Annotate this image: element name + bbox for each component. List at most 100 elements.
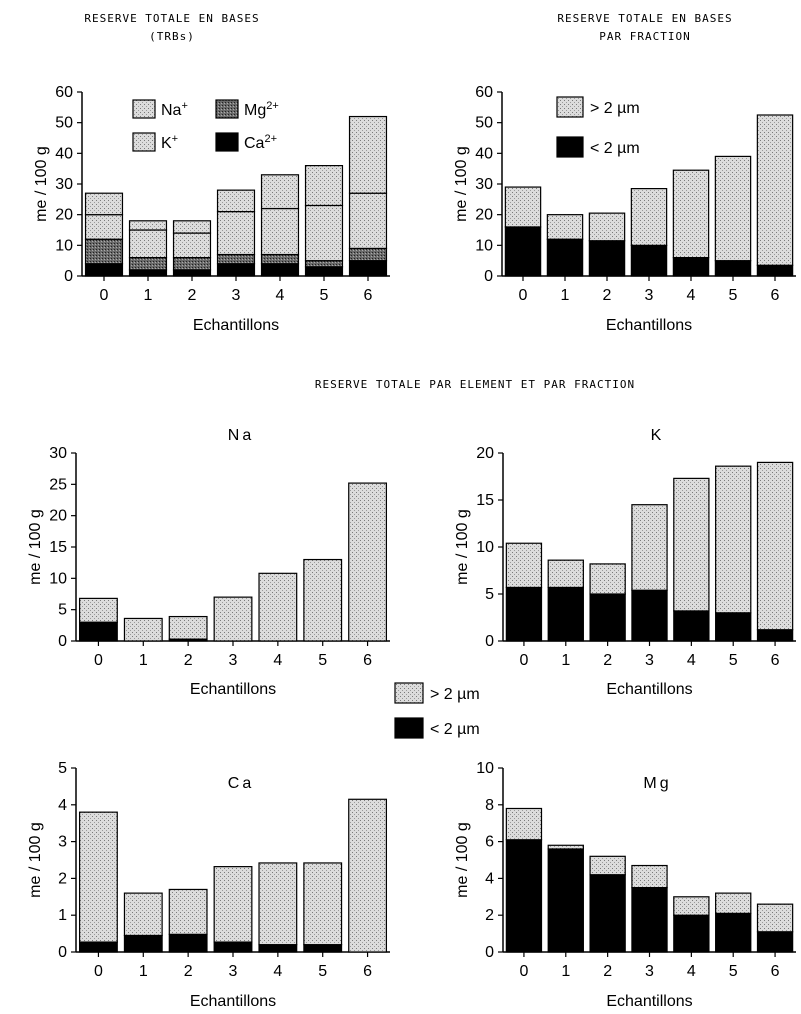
x-tick-label: 2 — [603, 963, 612, 980]
bar-na-2m-1 — [123, 617, 163, 642]
y-tick-label: 8 — [485, 797, 494, 814]
x-tick-label: 2 — [603, 287, 612, 304]
y-tick-label: 20 — [55, 207, 73, 224]
bar-trbs-na-1 — [128, 220, 168, 231]
y-tick-label: 10 — [49, 570, 67, 587]
y-tick-label: 5 — [58, 602, 67, 619]
bar-k-2m-5 — [715, 465, 752, 614]
bar-mg-2m-2 — [589, 874, 626, 953]
x-axis-label: Echantillons — [606, 681, 692, 698]
x-tick-label: 4 — [273, 963, 282, 980]
y-tick-label: 0 — [485, 944, 494, 961]
bar-na-2m-2 — [168, 615, 208, 640]
bar-ca-2m-2 — [168, 933, 208, 953]
bar-mg-2m-5 — [715, 912, 752, 953]
bar-k-2m-1 — [547, 559, 584, 589]
bar-trbs-mg-1 — [128, 257, 168, 271]
y-tick-label: 30 — [55, 176, 73, 193]
bar-k-2m-1 — [547, 586, 584, 642]
legend-label-k: K+ — [161, 133, 178, 152]
legend-label-fraction: > 2 µm — [590, 100, 640, 117]
chart-ca: 0 1 2 3 4 5 me / 100 g 0 1 2 3 4 5 6 Echantillons Ca — [27, 760, 390, 1010]
x-tick-label: 6 — [363, 963, 372, 980]
x-tick-label: 2 — [184, 963, 193, 980]
y-tick-label: 25 — [49, 476, 67, 493]
bar-trbs-mg-3 — [216, 253, 256, 265]
bar-trbs-ca-2 — [172, 269, 212, 277]
legend-label-superscript: 2+ — [266, 100, 279, 112]
bar-na-2m-6 — [348, 482, 388, 642]
bar-ca-2m-0 — [78, 811, 118, 943]
y-tick-label: 2 — [485, 907, 494, 924]
bar-ca-2m-5 — [303, 862, 343, 946]
x-axis-label: Echantillons — [190, 993, 276, 1010]
x-tick-label: 1 — [561, 287, 570, 304]
y-tick-label: 2 — [58, 870, 67, 887]
legend-swatch-mg — [215, 99, 239, 119]
bar-k-2m-6 — [756, 629, 794, 642]
bar-trbs-ca-0 — [84, 263, 124, 277]
bar-na-2m-0 — [78, 597, 118, 623]
bar-mg-2m-6 — [756, 903, 794, 933]
bar-trbs-ca-6 — [348, 260, 388, 277]
bar-na-2m-4 — [258, 572, 298, 642]
x-axis-label: Echantillons — [193, 317, 279, 334]
bar-trbs-na-0 — [84, 192, 124, 216]
y-tick-label: 4 — [58, 797, 67, 814]
bar-trbs-mg-6 — [348, 247, 388, 262]
bar-trbs-k-4 — [260, 207, 300, 256]
shared-legend-swatch — [394, 682, 424, 704]
bar-ca-2m-5 — [303, 944, 343, 953]
x-tick-label: 3 — [229, 652, 238, 669]
bar-trbs-ca-5 — [304, 266, 344, 277]
bar-na-2m-3 — [213, 596, 253, 642]
y-tick-label: 60 — [475, 84, 493, 101]
bar-mg-2m-1 — [547, 848, 584, 953]
bar-ca-2m-3 — [213, 866, 253, 943]
bar-fraction-2m-4 — [672, 257, 710, 277]
bar-fraction-2m-0 — [504, 186, 542, 228]
bar-k-2m-2 — [589, 593, 626, 642]
bar-ca-2m-4 — [258, 862, 298, 946]
bar-mg-2m-0 — [505, 807, 543, 841]
panel-title-k: K — [651, 427, 665, 444]
legend-swatch-fraction — [556, 96, 584, 118]
x-tick-label: 3 — [645, 652, 654, 669]
x-tick-label: 2 — [603, 652, 612, 669]
x-tick-label: 0 — [519, 287, 528, 304]
bar-trbs-na-3 — [216, 189, 256, 213]
x-tick-label: 1 — [144, 287, 153, 304]
x-tick-label: 5 — [318, 652, 327, 669]
bar-trbs-na-2 — [172, 220, 212, 234]
y-tick-label: 10 — [475, 237, 493, 254]
x-tick-label: 4 — [687, 652, 696, 669]
bar-k-2m-4 — [673, 610, 710, 642]
bar-ca-2m-1 — [123, 934, 163, 953]
y-tick-label: 5 — [58, 760, 67, 777]
x-tick-label: 5 — [729, 652, 738, 669]
bar-trbs-k-5 — [304, 204, 344, 262]
bar-trbs-k-0 — [84, 214, 124, 240]
x-tick-label: 6 — [771, 287, 780, 304]
legend-label-fraction: < 2 µm — [590, 140, 640, 157]
bar-fraction-2m-5 — [714, 260, 752, 277]
bar-trbs-na-6 — [348, 115, 388, 194]
x-tick-label: 3 — [229, 963, 238, 980]
y-tick-label: 0 — [58, 944, 67, 961]
x-tick-label: 5 — [729, 287, 738, 304]
chart-na: 0 5 10 15 20 25 30 me / 100 g 0 1 2 3 4 5 6 Echantillon… — [27, 427, 390, 698]
x-tick-label: 0 — [519, 652, 528, 669]
y-tick-label: 20 — [476, 445, 494, 462]
bar-trbs-na-5 — [304, 165, 344, 207]
x-tick-label: 1 — [561, 652, 570, 669]
bar-mg-2m-5 — [715, 892, 752, 914]
y-axis-label: me / 100 g — [33, 146, 50, 222]
bar-fraction-2m-2 — [588, 240, 626, 277]
bar-k-2m-0 — [505, 542, 543, 589]
panel-title-mg: Mg — [643, 775, 671, 792]
y-tick-label: 50 — [55, 115, 73, 132]
legend-label-na: Na+ — [161, 100, 188, 119]
legend-label-superscript: + — [181, 100, 187, 112]
legend-swatch-na — [132, 99, 156, 119]
bar-fraction-2m-2 — [588, 212, 626, 242]
